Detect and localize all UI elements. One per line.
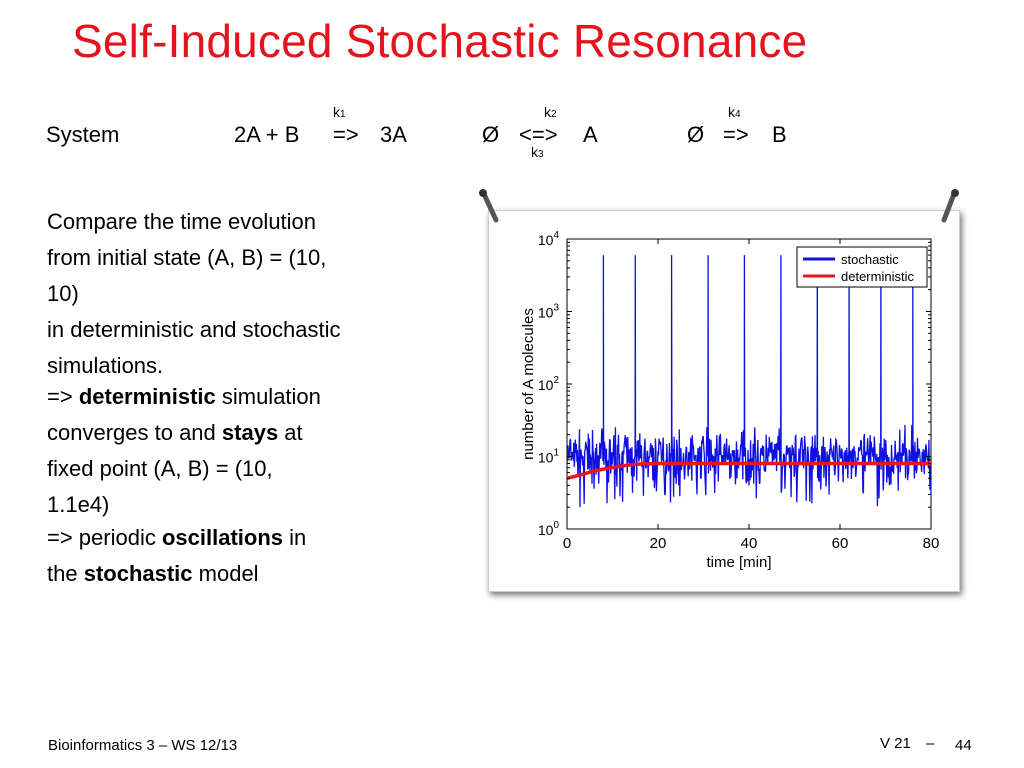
reaction3-arrow: => xyxy=(723,122,749,147)
rate-k4-letter: k xyxy=(728,104,735,120)
rate-k2-letter: k xyxy=(544,104,551,120)
para-line: the stochastic model xyxy=(47,556,447,592)
para-line: => deterministic simulation xyxy=(47,379,447,415)
reaction3-lhs: Ø xyxy=(687,122,705,147)
legend-label-stochastic: stochastic xyxy=(841,252,899,267)
intro-line: in deterministic and stochastic xyxy=(47,317,341,342)
slide-title: Self-Induced Stochastic Resonance xyxy=(72,15,808,67)
bold-text: deterministic xyxy=(78,384,216,409)
rate-k1-index: 1 xyxy=(340,109,346,120)
rate-k4: k4 xyxy=(728,104,741,120)
reaction2-arrow: <=> xyxy=(519,122,558,147)
rate-k3-letter: k xyxy=(531,144,538,160)
series-stochastic-line xyxy=(567,255,931,508)
y-tick-label: 100 xyxy=(538,520,560,538)
footer-course: Bioinformatics 3 – WS 12/13 xyxy=(48,737,238,754)
text-run: converges to and xyxy=(47,420,222,445)
time-evolution-chart: 0 20 40 60 80 100 101 102 103 104 time [min] number… xyxy=(520,230,940,571)
reaction3-rhs: B xyxy=(772,122,787,147)
reaction1-rhs: 3A xyxy=(380,122,407,147)
intro-line: Compare the time evolution xyxy=(47,209,317,234)
bold-text: oscillations xyxy=(161,525,284,550)
rate-k2-index: 2 xyxy=(551,109,557,120)
x-tick-label: 40 xyxy=(741,535,758,552)
pin-icon xyxy=(479,189,499,223)
para-line: 1.1e4) xyxy=(47,492,110,517)
text-run: => xyxy=(47,384,79,409)
stochastic-paragraph: => periodic oscillations in the stochast… xyxy=(47,520,447,592)
y-tick-label: 104 xyxy=(538,230,560,248)
text-run: at xyxy=(278,420,303,445)
page-number: 44 xyxy=(955,737,972,754)
x-tick-label: 0 xyxy=(563,535,571,552)
reaction2-lhs: Ø xyxy=(482,122,500,147)
text-run: the xyxy=(47,561,84,586)
y-tick-label: 102 xyxy=(538,375,560,393)
bold-text: stays xyxy=(221,420,279,445)
legend-label-deterministic: deterministic xyxy=(841,269,914,284)
series-deterministic-line xyxy=(566,461,931,480)
rate-k1-letter: k xyxy=(333,104,340,120)
legend-box xyxy=(796,246,928,288)
text-run: simulation xyxy=(215,384,321,409)
intro-line: simulations. xyxy=(47,353,164,378)
system-label: System xyxy=(46,122,120,147)
reaction2-rhs: A xyxy=(583,122,598,147)
rate-k3: k3 xyxy=(531,144,544,160)
y-tick-label: 101 xyxy=(538,448,560,466)
x-tick-label: 20 xyxy=(650,535,667,552)
para-line: converges to and stays at xyxy=(47,415,447,451)
rate-k2: k2 xyxy=(544,104,557,120)
x-tick-label: 60 xyxy=(832,535,849,552)
text-run: in xyxy=(283,525,307,550)
text-run: => periodic xyxy=(47,525,162,550)
figure-frame: 0 20 40 60 80 100 101 102 103 104 time [min] number… xyxy=(488,210,960,592)
y-axis-label: number of A molecules xyxy=(520,308,537,460)
rate-k3-index: 3 xyxy=(538,149,544,160)
intro-line: 10) xyxy=(47,281,79,306)
rate-k1: k1 xyxy=(333,104,346,120)
footer-dash: – xyxy=(926,735,935,752)
x-tick-label: 80 xyxy=(923,535,940,552)
intro-line: from initial state (A, B) = (10, xyxy=(47,245,327,270)
intro-paragraph: Compare the time evolution from initial … xyxy=(47,204,447,384)
para-line: => periodic oscillations in xyxy=(47,520,447,556)
text-run: model xyxy=(192,561,259,586)
reaction1-arrow: => xyxy=(333,122,359,147)
y-tick-label: 103 xyxy=(538,303,560,321)
footer-version: V 21 xyxy=(880,735,911,752)
x-axis-label: time [min] xyxy=(706,554,771,571)
pin-icon xyxy=(941,189,959,223)
deterministic-paragraph: => deterministic simulation converges to… xyxy=(47,379,447,523)
reaction1-lhs: 2A + B xyxy=(234,122,300,147)
rate-k4-index: 4 xyxy=(735,109,741,120)
bold-text: stochastic xyxy=(83,561,193,586)
para-line: fixed point (A, B) = (10, xyxy=(47,456,273,481)
